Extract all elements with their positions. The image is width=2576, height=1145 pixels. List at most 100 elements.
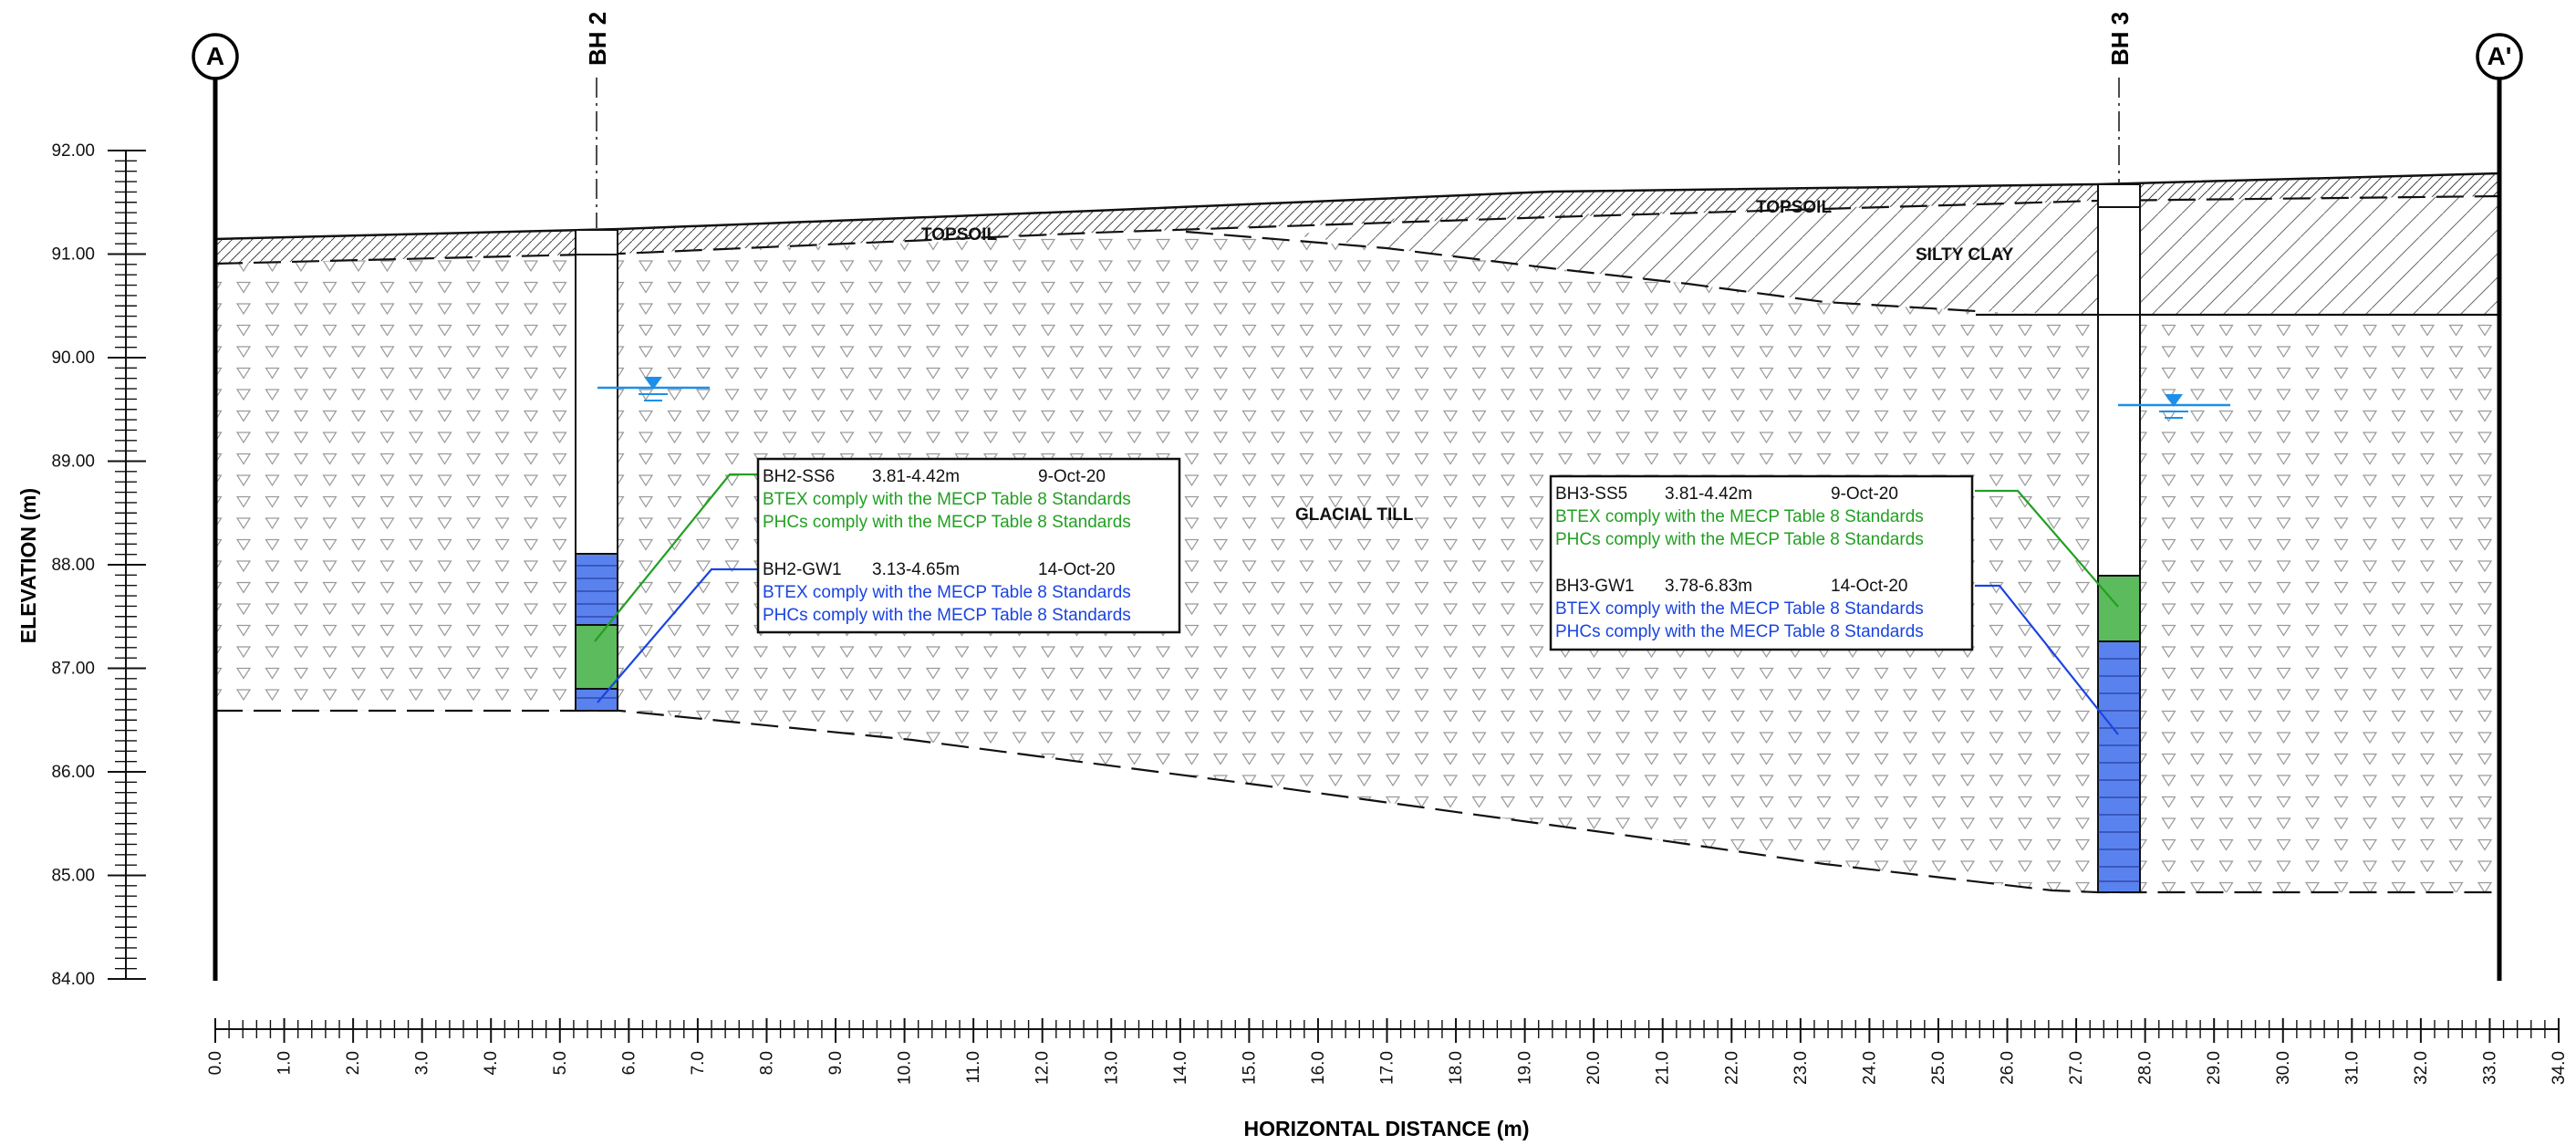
x-tick-label: 7.0	[689, 1051, 708, 1075]
bh3-sample	[2097, 575, 2141, 642]
x-tick-label: 5.0	[551, 1051, 570, 1075]
x-tick-label: 9.0	[826, 1051, 846, 1075]
x-tick-label: 18.0	[1447, 1051, 1466, 1085]
x-tick-label: 32.0	[2412, 1051, 2431, 1085]
x-tick-label: 19.0	[1516, 1051, 1535, 1085]
x-tick-label: 14.0	[1171, 1051, 1190, 1085]
marker-a-label: A	[206, 42, 224, 70]
y-tick-label: 89.00	[51, 453, 95, 472]
y-axis: 84.00 85.00 86.00 87.00 88.00 89.00 90.00 91.00…	[16, 141, 146, 989]
silty-clay-layer	[1295, 196, 2499, 315]
y-tick-label: 92.00	[51, 141, 95, 161]
bh3-ss5-depth: 3.81-4.42m	[1665, 484, 1752, 504]
marker-a: A	[192, 33, 239, 80]
y-tick-label: 91.00	[51, 245, 95, 265]
bh2-water-leader	[597, 567, 760, 703]
bh3-water-leader	[1975, 584, 2119, 735]
x-tick-label: 30.0	[2274, 1051, 2293, 1085]
soil-layers	[215, 172, 2499, 894]
x-tick-label: 22.0	[1722, 1051, 1741, 1085]
topsoil-layer	[215, 173, 2499, 264]
x-tick-label: 0.0	[206, 1051, 225, 1075]
x-tick-label: 8.0	[757, 1051, 776, 1075]
borehole-bh3: BH 3	[2097, 12, 2141, 893]
y-axis-ticks: 84.00 85.00 86.00 87.00 88.00 89.00 90.00 91.00…	[51, 141, 146, 989]
bh2-gw1-depth: 3.13-4.65m	[872, 560, 960, 579]
x-tick-label: 26.0	[1999, 1051, 2018, 1085]
x-tick-label: 3.0	[413, 1051, 432, 1075]
topsoil-label-right: TOPSOIL	[1756, 198, 1832, 217]
y-tick-label: 86.00	[51, 763, 95, 782]
bh2-note-box: BH2-SS6 3.81-4.42m 9-Oct-20 BTEX comply …	[756, 457, 1181, 634]
bh3-gw1-phc: PHCs comply with the MECP Table 8 Standa…	[1555, 622, 1924, 641]
silty-clay-label: SILTY CLAY	[1916, 245, 2014, 265]
x-axis: 0.0 1.0 2.0 3.0 4.0 5.0 6.0 7.0 8.0 9.0 10.0 11.0 12…	[206, 1018, 2569, 1140]
y-tick-label: 85.00	[51, 867, 95, 886]
bh2-gw1-id: BH2-GW1	[763, 560, 842, 579]
bh2-gw1-date: 14-Oct-20	[1038, 560, 1115, 579]
topsoil-label-left: TOPSOIL	[921, 225, 997, 245]
x-tick-label: 16.0	[1309, 1051, 1328, 1085]
x-tick-label: 21.0	[1654, 1051, 1673, 1085]
y-tick-label: 88.00	[51, 556, 95, 575]
x-axis-label: HORIZONTAL DISTANCE (m)	[1243, 1117, 1529, 1140]
bh3-gw1-btex: BTEX comply with the MECP Table 8 Standa…	[1555, 599, 1924, 619]
bh3-ss5-date: 9-Oct-20	[1831, 484, 1898, 504]
x-tick-label: 27.0	[2067, 1051, 2086, 1085]
bh3-gw1-depth: 3.78-6.83m	[1665, 577, 1752, 596]
bh3-ss5-id: BH3-SS5	[1555, 484, 1627, 504]
bh2-note-frame	[756, 457, 1181, 634]
bh2-screen-slots	[576, 565, 618, 699]
bh3-gw1-id: BH3-GW1	[1555, 577, 1635, 596]
borehole-bh2: BH 2	[575, 12, 618, 712]
bh2-ss6-date: 9-Oct-20	[1038, 467, 1106, 486]
bh2-label: BH 2	[584, 12, 611, 66]
x-tick-label: 11.0	[964, 1051, 983, 1084]
x-tick-label: 1.0	[275, 1051, 295, 1075]
x-tick-label: 31.0	[2342, 1051, 2362, 1085]
bh2-water-level-icon	[597, 377, 710, 401]
x-tick-label: 10.0	[896, 1051, 915, 1085]
marker-a-prime: A'	[2476, 33, 2523, 80]
x-axis-ticks: 0.0 1.0 2.0 3.0 4.0 5.0 6.0 7.0 8.0 9.0 10.0 11.0 12…	[206, 1018, 2569, 1085]
x-tick-label: 33.0	[2480, 1051, 2499, 1085]
y-axis-label: ELEVATION (m)	[16, 488, 40, 643]
bh2-gw1-btex: BTEX comply with the MECP Table 8 Standa…	[763, 583, 1131, 602]
bh3-ss5-phc: PHCs comply with the MECP Table 8 Standa…	[1555, 530, 1924, 549]
marker-a-prime-label: A'	[2488, 42, 2512, 70]
x-tick-label: 2.0	[344, 1051, 363, 1075]
glacial-till-layer	[215, 232, 2499, 892]
bh2-ss6-phc: PHCs comply with the MECP Table 8 Standa…	[763, 513, 1131, 532]
x-tick-label: 28.0	[2136, 1051, 2155, 1085]
x-tick-label: 15.0	[1240, 1051, 1259, 1085]
x-tick-label: 4.0	[482, 1051, 501, 1075]
bh3-ss5-btex: BTEX comply with the MECP Table 8 Standa…	[1555, 507, 1924, 526]
bh3-label: BH 3	[2106, 12, 2134, 66]
bh2-ss6-id: BH2-SS6	[763, 467, 835, 486]
marker-a-prime-circle	[2476, 33, 2523, 80]
x-tick-label: 34.0	[2550, 1051, 2569, 1085]
bh3-water-level-icon	[2118, 394, 2230, 419]
bh3-note-frame	[1549, 474, 1974, 651]
bh3-soil-leader	[1975, 489, 2119, 608]
ground-surface-line	[215, 172, 2499, 241]
x-tick-label: 12.0	[1034, 1051, 1053, 1085]
x-tick-label: 24.0	[1860, 1051, 1879, 1085]
marker-a-circle	[192, 33, 239, 80]
x-tick-label: 23.0	[1792, 1051, 1811, 1085]
y-tick-label: 84.00	[51, 970, 95, 989]
x-tick-label: 29.0	[2205, 1051, 2224, 1085]
x-tick-label: 20.0	[1584, 1051, 1604, 1085]
bh2-gw1-phc: PHCs comply with the MECP Table 8 Standa…	[763, 606, 1131, 625]
bh2-sample	[575, 624, 618, 690]
bh3-screen-slots	[2098, 658, 2140, 882]
till-base-line	[215, 709, 2499, 894]
x-tick-label: 25.0	[1929, 1051, 1948, 1085]
bh2-ss6-btex: BTEX comply with the MECP Table 8 Standa…	[763, 490, 1131, 509]
x-tick-label: 13.0	[1102, 1051, 1121, 1085]
bh3-note-box: BH3-SS5 3.81-4.42m 9-Oct-20 BTEX comply …	[1549, 474, 1974, 651]
x-tick-label: 17.0	[1378, 1051, 1397, 1085]
bh3-gw1-date: 14-Oct-20	[1831, 577, 1907, 596]
y-tick-label: 87.00	[51, 660, 95, 679]
